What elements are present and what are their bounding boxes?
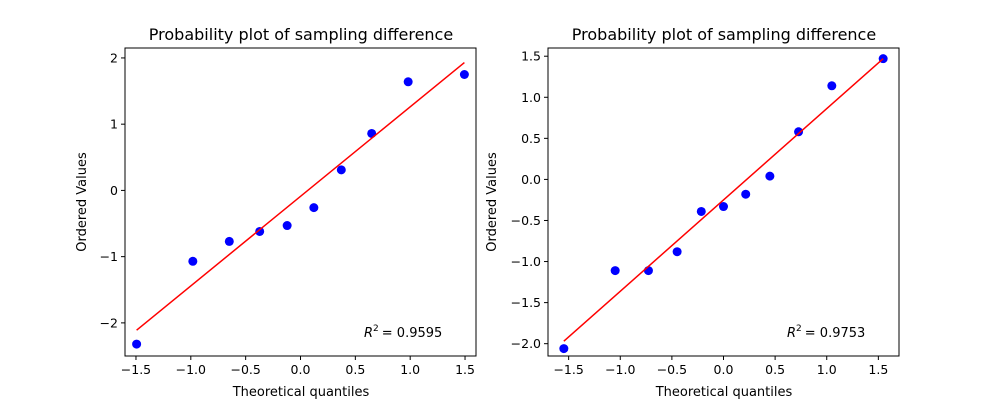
right-y-tick-label: 1.5 [521,49,541,64]
left-x-tick-label: 1.0 [400,362,420,377]
right-x-tick-label: 0.5 [765,362,785,377]
right-r-squared-value: = 0.9753 [805,326,866,341]
right-r-squared-exponent: 2 [796,324,802,334]
right-y-tick-label: −1.0 [511,254,541,269]
left-x-axis-label: Theoretical quantiles [232,385,370,400]
left-chart-title: Probability plot of sampling difference [149,25,453,44]
left-y-tick-label: 1 [110,117,118,132]
right-x-axis-label: Theoretical quantiles [655,385,793,400]
left-x-ticks: −1.5 −1.0 −0.5 0.0 0.5 1.0 1.5 [121,356,475,377]
right-y-tick-label: 0.0 [521,172,541,187]
right-y-tick-label: −1.5 [511,295,541,310]
left-data-point [282,221,292,231]
left-y-ticks: −2 −1 0 1 2 [100,50,125,330]
right-r-squared-symbol: R [787,326,796,341]
right-y-axis-label: Ordered Values [485,152,500,252]
left-data-point [336,165,346,175]
right-x-tick-label: 1.5 [868,362,888,377]
left-y-tick-label: −2 [100,315,118,330]
left-probability-plot: Probability plot of sampling difference … [75,25,477,400]
right-plot-frame [547,47,900,357]
right-x-tick-label: −0.5 [657,362,687,377]
right-y-tick-label: 1.0 [521,90,541,105]
left-data-point [224,236,234,246]
right-probability-plot: Probability plot of sampling difference … [485,25,900,400]
right-data-point [643,266,653,276]
left-fit-line [136,61,465,331]
left-y-tick-label: 2 [110,50,118,65]
left-data-point [255,226,265,236]
right-data-point [794,127,804,137]
left-plot-frame [124,47,477,357]
left-x-tick-label: 0.5 [345,362,365,377]
right-data-point [741,189,751,199]
right-y-tick-label: −2.0 [511,336,541,351]
right-data-point [559,344,569,354]
left-r-squared-exponent: 2 [373,324,379,334]
left-data-point [188,256,198,266]
left-x-tick-label: −1.0 [176,362,206,377]
right-fit-line [563,58,884,342]
right-x-tick-label: 1.0 [817,362,837,377]
right-y-tick-label: 0.5 [521,131,541,146]
right-data-point [672,247,682,257]
left-data-point [132,339,142,349]
right-data-point [719,202,728,212]
right-data-point [765,171,775,181]
right-r-squared-annotation: R2 = 0.9753 [787,324,865,341]
left-data-point [403,77,413,87]
right-data-point [610,266,620,276]
right-x-tick-label: −1.5 [553,362,583,377]
left-r-squared-symbol: R [364,326,373,341]
right-chart-title: Probability plot of sampling difference [572,25,876,44]
right-plot-marks [559,54,888,354]
right-data-point [827,81,837,91]
left-r-squared-value: = 0.9595 [382,326,443,341]
left-x-tick-label: −0.5 [230,362,260,377]
left-x-tick-label: 1.5 [455,362,475,377]
left-x-tick-label: −1.5 [121,362,151,377]
left-r-squared-annotation: R2 = 0.9595 [364,324,442,341]
left-data-point [309,203,319,213]
left-data-point [459,69,469,79]
right-x-ticks: −1.5 −1.0 −0.5 0.0 0.5 1.0 1.5 [553,356,888,377]
right-x-tick-label: 0.0 [714,362,734,377]
left-y-axis-label: Ordered Values [75,152,90,252]
left-plot-marks [132,61,469,349]
left-y-tick-label: 0 [110,183,118,198]
left-x-tick-label: 0.0 [291,362,311,377]
right-y-ticks: −2.0 −1.5 −1.0 −0.5 0.0 0.5 1.0 1.5 [511,49,548,351]
right-data-point [696,206,706,216]
right-y-tick-label: −0.5 [511,213,541,228]
right-x-tick-label: −1.0 [605,362,635,377]
left-y-tick-label: −1 [100,249,118,264]
